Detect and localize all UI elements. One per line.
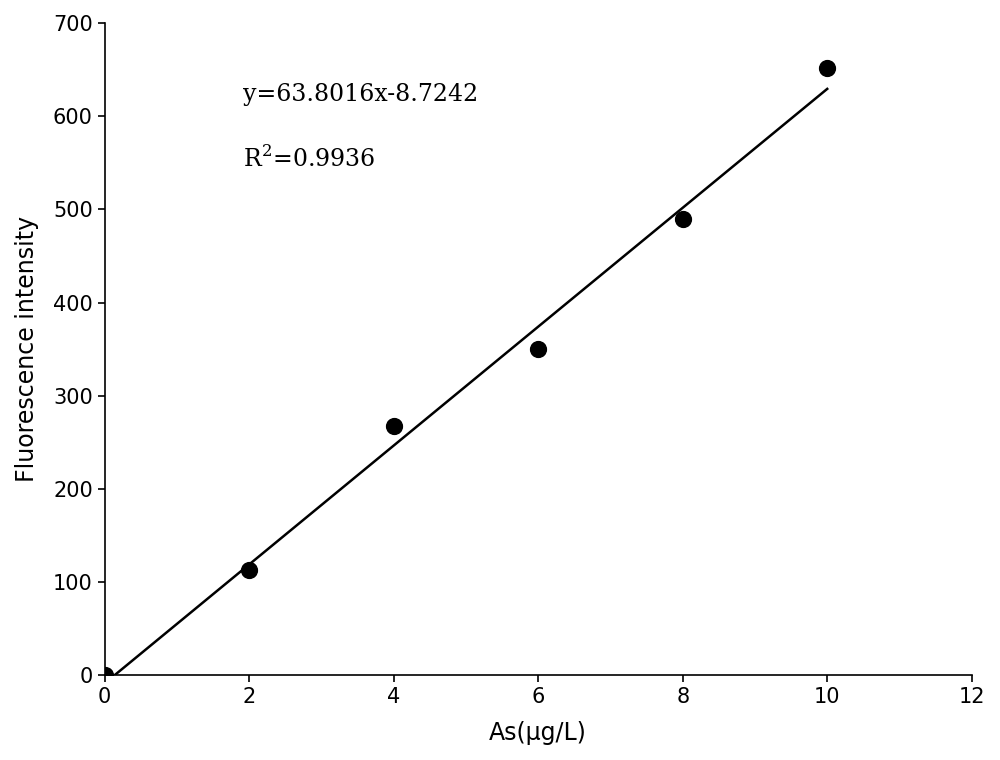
- Point: [819, 62, 835, 74]
- X-axis label: As(μg/L): As(μg/L): [489, 721, 587, 745]
- Point: [97, 670, 113, 682]
- Y-axis label: Fluorescence intensity: Fluorescence intensity: [15, 216, 39, 482]
- Point: [675, 213, 691, 225]
- Text: y=63.8016x-8.7242: y=63.8016x-8.7242: [243, 84, 479, 106]
- Text: $\mathregular{R}^{\mathregular{2}}$=0.9936: $\mathregular{R}^{\mathregular{2}}$=0.99…: [243, 145, 376, 172]
- Point: [530, 343, 546, 355]
- Point: [241, 564, 257, 576]
- Point: [386, 420, 402, 432]
